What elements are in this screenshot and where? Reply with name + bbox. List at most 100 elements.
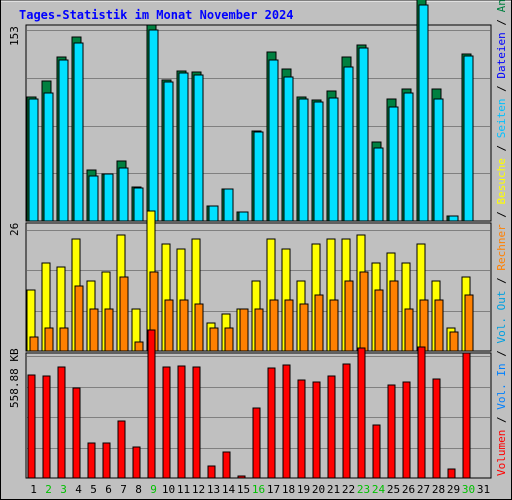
top-bar-dateien xyxy=(388,106,399,222)
bot-bar-volumen xyxy=(252,407,261,479)
mid-bar-rechner xyxy=(194,303,204,352)
mid-ymax-label: 26 xyxy=(8,223,21,236)
x-tick-label: 26 xyxy=(402,483,415,496)
right-legend: Volumen / Vol. In / Vol. Out / Rechner /… xyxy=(495,0,508,476)
top-bar-dateien xyxy=(418,4,429,222)
mid-bar-rechner xyxy=(44,327,54,352)
top-bar-dateien xyxy=(103,173,114,222)
bot-bar-volumen xyxy=(297,379,306,479)
mid-bar-rechner xyxy=(29,336,39,352)
mid-bar-rechner xyxy=(104,308,114,352)
bot-bar-volumen xyxy=(177,365,186,479)
x-tick-label: 1 xyxy=(30,483,37,496)
x-tick-label: 10 xyxy=(162,483,175,496)
x-tick-label: 22 xyxy=(342,483,355,496)
bot-bar-volumen xyxy=(72,387,81,479)
top-bar-dateien xyxy=(313,101,324,222)
x-tick-label: 12 xyxy=(192,483,205,496)
x-tick-label: 16 xyxy=(252,483,265,496)
bot-bar-volumen xyxy=(342,363,351,479)
mid-bar-rechner xyxy=(269,299,279,352)
x-tick-label: 23 xyxy=(357,483,370,496)
top-bar-dateien xyxy=(433,98,444,222)
top-bar-dateien xyxy=(373,147,384,222)
x-tick-label: 14 xyxy=(222,483,236,496)
x-tick-label: 27 xyxy=(417,483,430,496)
top-bar-dateien xyxy=(448,215,459,222)
bot-bar-volumen xyxy=(147,329,156,479)
top-bar-dateien xyxy=(163,81,174,222)
x-tick-label: 29 xyxy=(447,483,460,496)
x-tick-label: 19 xyxy=(297,483,310,496)
x-tick-label: 3 xyxy=(60,483,67,496)
mid-bar-rechner xyxy=(164,299,174,352)
bot-bar-volumen xyxy=(237,475,246,479)
mid-bar-rechner xyxy=(419,299,429,352)
bot-bar-volumen xyxy=(192,366,201,479)
mid-bar-rechner xyxy=(89,308,99,352)
mid-bar-rechner xyxy=(344,280,354,352)
x-tick-label: 25 xyxy=(387,483,400,496)
top-bar-dateien xyxy=(118,167,129,222)
top-bar-dateien xyxy=(193,74,204,222)
top-bar-dateien xyxy=(283,76,294,222)
bot-bar-volumen xyxy=(372,424,381,479)
top-bar-dateien xyxy=(328,97,339,222)
x-tick-label: 24 xyxy=(372,483,386,496)
mid-bar-rechner xyxy=(179,299,189,352)
bot-bar-volumen xyxy=(462,352,471,479)
bot-bar-volumen xyxy=(102,442,111,479)
bot-bar-volumen xyxy=(267,367,276,479)
mid-bar-rechner xyxy=(449,331,459,352)
legend-seiten: Seiten xyxy=(495,98,508,138)
top-ymax-label: 153 xyxy=(8,26,21,46)
mid-bar-rechner xyxy=(299,303,309,352)
x-tick-label: 17 xyxy=(267,483,280,496)
mid-bar-rechner xyxy=(134,341,144,352)
x-tick-label: 30 xyxy=(462,483,475,496)
top-bar-dateien xyxy=(148,29,159,222)
mid-bar-rechner xyxy=(434,299,444,352)
top-bar-dateien xyxy=(133,187,144,222)
x-tick-label: 13 xyxy=(207,483,220,496)
top-bar-dateien xyxy=(298,98,309,222)
top-bar-dateien xyxy=(58,59,69,222)
mid-bar-rechner xyxy=(254,308,264,352)
bot-bar-volumen xyxy=(282,364,291,479)
x-tick-label: 31 xyxy=(477,483,490,496)
x-tick-label: 15 xyxy=(237,483,250,496)
bot-bar-volumen xyxy=(312,381,321,479)
bot-ymax-label: 558.88 KB xyxy=(8,348,21,408)
x-tick-label: 2 xyxy=(45,483,52,496)
x-tick-label: 5 xyxy=(90,483,97,496)
legend-dateien: Dateien xyxy=(495,32,508,78)
mid-bar-rechner xyxy=(284,299,294,352)
legend-volumen: Volumen xyxy=(495,430,508,476)
top-bar-dateien xyxy=(178,72,189,222)
legend-rechner: Rechner xyxy=(495,224,508,271)
x-tick-label: 11 xyxy=(177,483,190,496)
mid-bar-rechner xyxy=(74,285,84,352)
x-tick-label: 9 xyxy=(150,483,157,496)
mid-bar-rechner xyxy=(359,271,369,352)
x-tick-label: 6 xyxy=(105,483,112,496)
x-tick-label: 7 xyxy=(120,483,127,496)
legend-besuche: Besuche xyxy=(495,158,508,204)
mid-bar-rechner xyxy=(374,289,384,352)
x-tick-label: 21 xyxy=(327,483,340,496)
x-tick-label: 4 xyxy=(75,483,82,496)
top-bar-dateien xyxy=(223,188,234,222)
mid-bar-rechner xyxy=(239,308,249,352)
bot-bar-volumen xyxy=(327,375,336,479)
bot-bar-volumen xyxy=(387,384,396,479)
top-bar-dateien xyxy=(463,55,474,222)
bot-bar-volumen xyxy=(432,378,441,479)
chart-marks: 1 2 3 4 5 6 7 8 9 10 11 12 13 14 15 16 17 18 19 20 21 22 23 24 2… xyxy=(26,0,490,496)
bot-bar-volumen xyxy=(447,468,456,479)
mid-bar-rechner xyxy=(389,280,399,352)
mid-bar-rechner xyxy=(404,308,414,352)
x-tick-label: 8 xyxy=(135,483,142,496)
bot-bar-volumen xyxy=(117,420,126,479)
